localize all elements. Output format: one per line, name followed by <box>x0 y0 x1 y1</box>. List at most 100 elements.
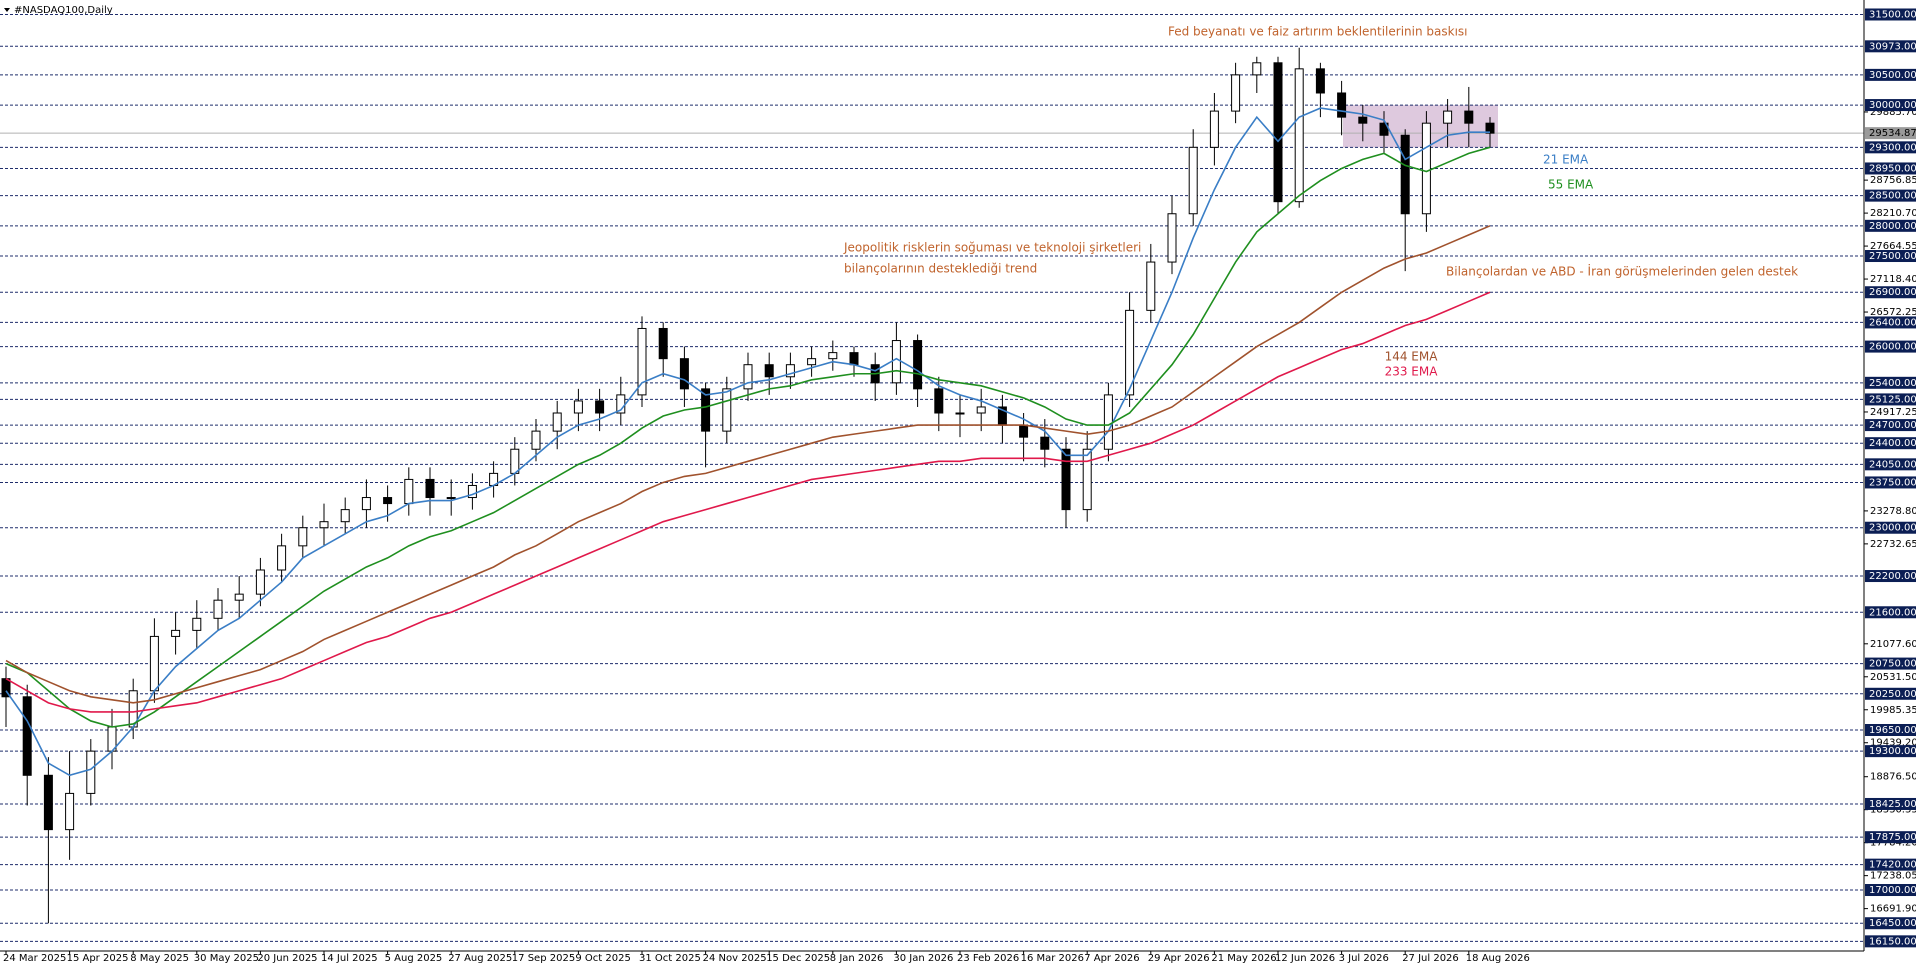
level-label: 29300.00 <box>1869 142 1916 153</box>
candle-body <box>43 774 53 831</box>
level-label-box <box>1865 657 1916 670</box>
level-label-box <box>1865 521 1916 534</box>
x-tick-label: 16 Mar 2026 <box>1021 953 1084 963</box>
y-tick-label: 17238.05 <box>1870 871 1916 882</box>
level-label-box <box>1865 917 1916 930</box>
level-label-box <box>1865 935 1916 948</box>
ema-line <box>5 146 1491 728</box>
x-tick-label: 23 Feb 2026 <box>957 953 1019 963</box>
level-label: 28500.00 <box>1869 191 1916 202</box>
x-tick-label: 8 Jan 2026 <box>830 953 884 963</box>
candle-body <box>340 509 350 523</box>
level-label: 26900.00 <box>1869 287 1916 298</box>
level-label: 25125.00 <box>1869 394 1916 405</box>
candle-body <box>1061 448 1071 511</box>
level-label: 18425.00 <box>1869 799 1916 810</box>
level-label: 26400.00 <box>1869 317 1916 328</box>
x-tick-label: 8 May 2025 <box>130 953 189 963</box>
candle-body <box>213 599 223 619</box>
y-tick-label: 19439.20 <box>1870 738 1916 749</box>
level-label: 30000.00 <box>1869 100 1916 111</box>
level-label: 23000.00 <box>1869 523 1916 534</box>
candle-body <box>679 358 689 390</box>
candle-body <box>149 635 159 692</box>
level-label-box <box>1865 437 1916 450</box>
level-label-box <box>1865 797 1916 810</box>
candle-body <box>234 593 244 601</box>
level-label-box <box>1865 724 1916 737</box>
level-label: 28000.00 <box>1869 221 1916 232</box>
candle-body <box>1485 122 1495 134</box>
candle-body <box>510 448 520 474</box>
candle-body <box>955 412 965 415</box>
level-label: 30973.00 <box>1869 41 1916 52</box>
candle-body <box>22 696 32 776</box>
candle-body <box>722 388 732 432</box>
x-tick-label: 3 Jul 2026 <box>1339 953 1389 963</box>
level-label: 23750.00 <box>1869 477 1916 488</box>
candle-body <box>1188 146 1198 215</box>
level-label-box <box>1865 316 1916 329</box>
candle-body <box>86 750 96 794</box>
candle-body <box>1400 134 1410 215</box>
candle-body <box>1315 68 1325 94</box>
level-label-box <box>1865 476 1916 489</box>
candle-body <box>1358 116 1368 124</box>
level-label-box <box>1865 219 1916 232</box>
level-label-box <box>1865 8 1916 21</box>
x-tick-label: 20 Jun 2025 <box>257 953 317 963</box>
level-label: 31500.00 <box>1869 9 1916 20</box>
ema-label: 233 EMA <box>1385 365 1439 379</box>
level-label-box <box>1865 189 1916 202</box>
candle-body <box>807 358 817 366</box>
candle-body <box>849 352 859 366</box>
level-label: 17875.00 <box>1869 832 1916 843</box>
x-tick-label: 15 Apr 2025 <box>67 953 129 963</box>
candle-body <box>1040 436 1050 450</box>
candle-body <box>277 545 287 571</box>
candle-body <box>1019 424 1029 438</box>
x-tick-label: 24 Mar 2025 <box>3 953 66 963</box>
candle-body <box>976 406 986 414</box>
x-tick-label: 14 Jul 2025 <box>321 953 378 963</box>
candle-body <box>595 400 605 414</box>
level-label: 16450.00 <box>1869 918 1916 929</box>
level-label-box <box>1865 141 1916 154</box>
candle-body <box>65 792 75 831</box>
level-label-box <box>1865 99 1916 112</box>
candle-body <box>298 527 308 547</box>
candle-body <box>1443 110 1453 124</box>
level-label-box <box>1865 458 1916 471</box>
level-label-box <box>1865 68 1916 81</box>
candle-body <box>1167 213 1177 263</box>
annotation: bilançolarının desteklediği trend <box>844 262 1037 276</box>
ema-label: 144 EMA <box>1385 350 1439 364</box>
level-label: 25400.00 <box>1869 378 1916 389</box>
x-tick-label: 21 May 2026 <box>1211 953 1276 963</box>
level-label-box <box>1865 745 1916 758</box>
level-label-box <box>1865 606 1916 619</box>
candle-body <box>383 497 393 505</box>
x-tick-label: 31 Oct 2025 <box>639 953 701 963</box>
y-tick-label: 27118.40 <box>1870 274 1916 285</box>
level-label: 20750.00 <box>1869 659 1916 670</box>
annotation: Jeopolitik risklerin soğuması ve teknolo… <box>843 241 1141 255</box>
candle-body <box>658 327 668 360</box>
candle-body <box>1273 62 1283 203</box>
candle-body <box>531 430 541 450</box>
candle-body <box>1464 110 1474 124</box>
candle-body <box>891 340 901 384</box>
last-price-box <box>1865 127 1916 140</box>
level-label-box <box>1865 884 1916 897</box>
level-label: 19650.00 <box>1869 725 1916 736</box>
level-label: 22200.00 <box>1869 571 1916 582</box>
x-tick-label: 30 Jan 2026 <box>893 953 953 963</box>
level-label: 26000.00 <box>1869 342 1916 353</box>
level-label: 16150.00 <box>1869 936 1916 947</box>
x-tick-label: 15 Dec 2025 <box>766 953 830 963</box>
y-tick-label: 16691.90 <box>1870 904 1916 915</box>
candle-body <box>701 388 711 432</box>
candle-body <box>255 569 265 595</box>
